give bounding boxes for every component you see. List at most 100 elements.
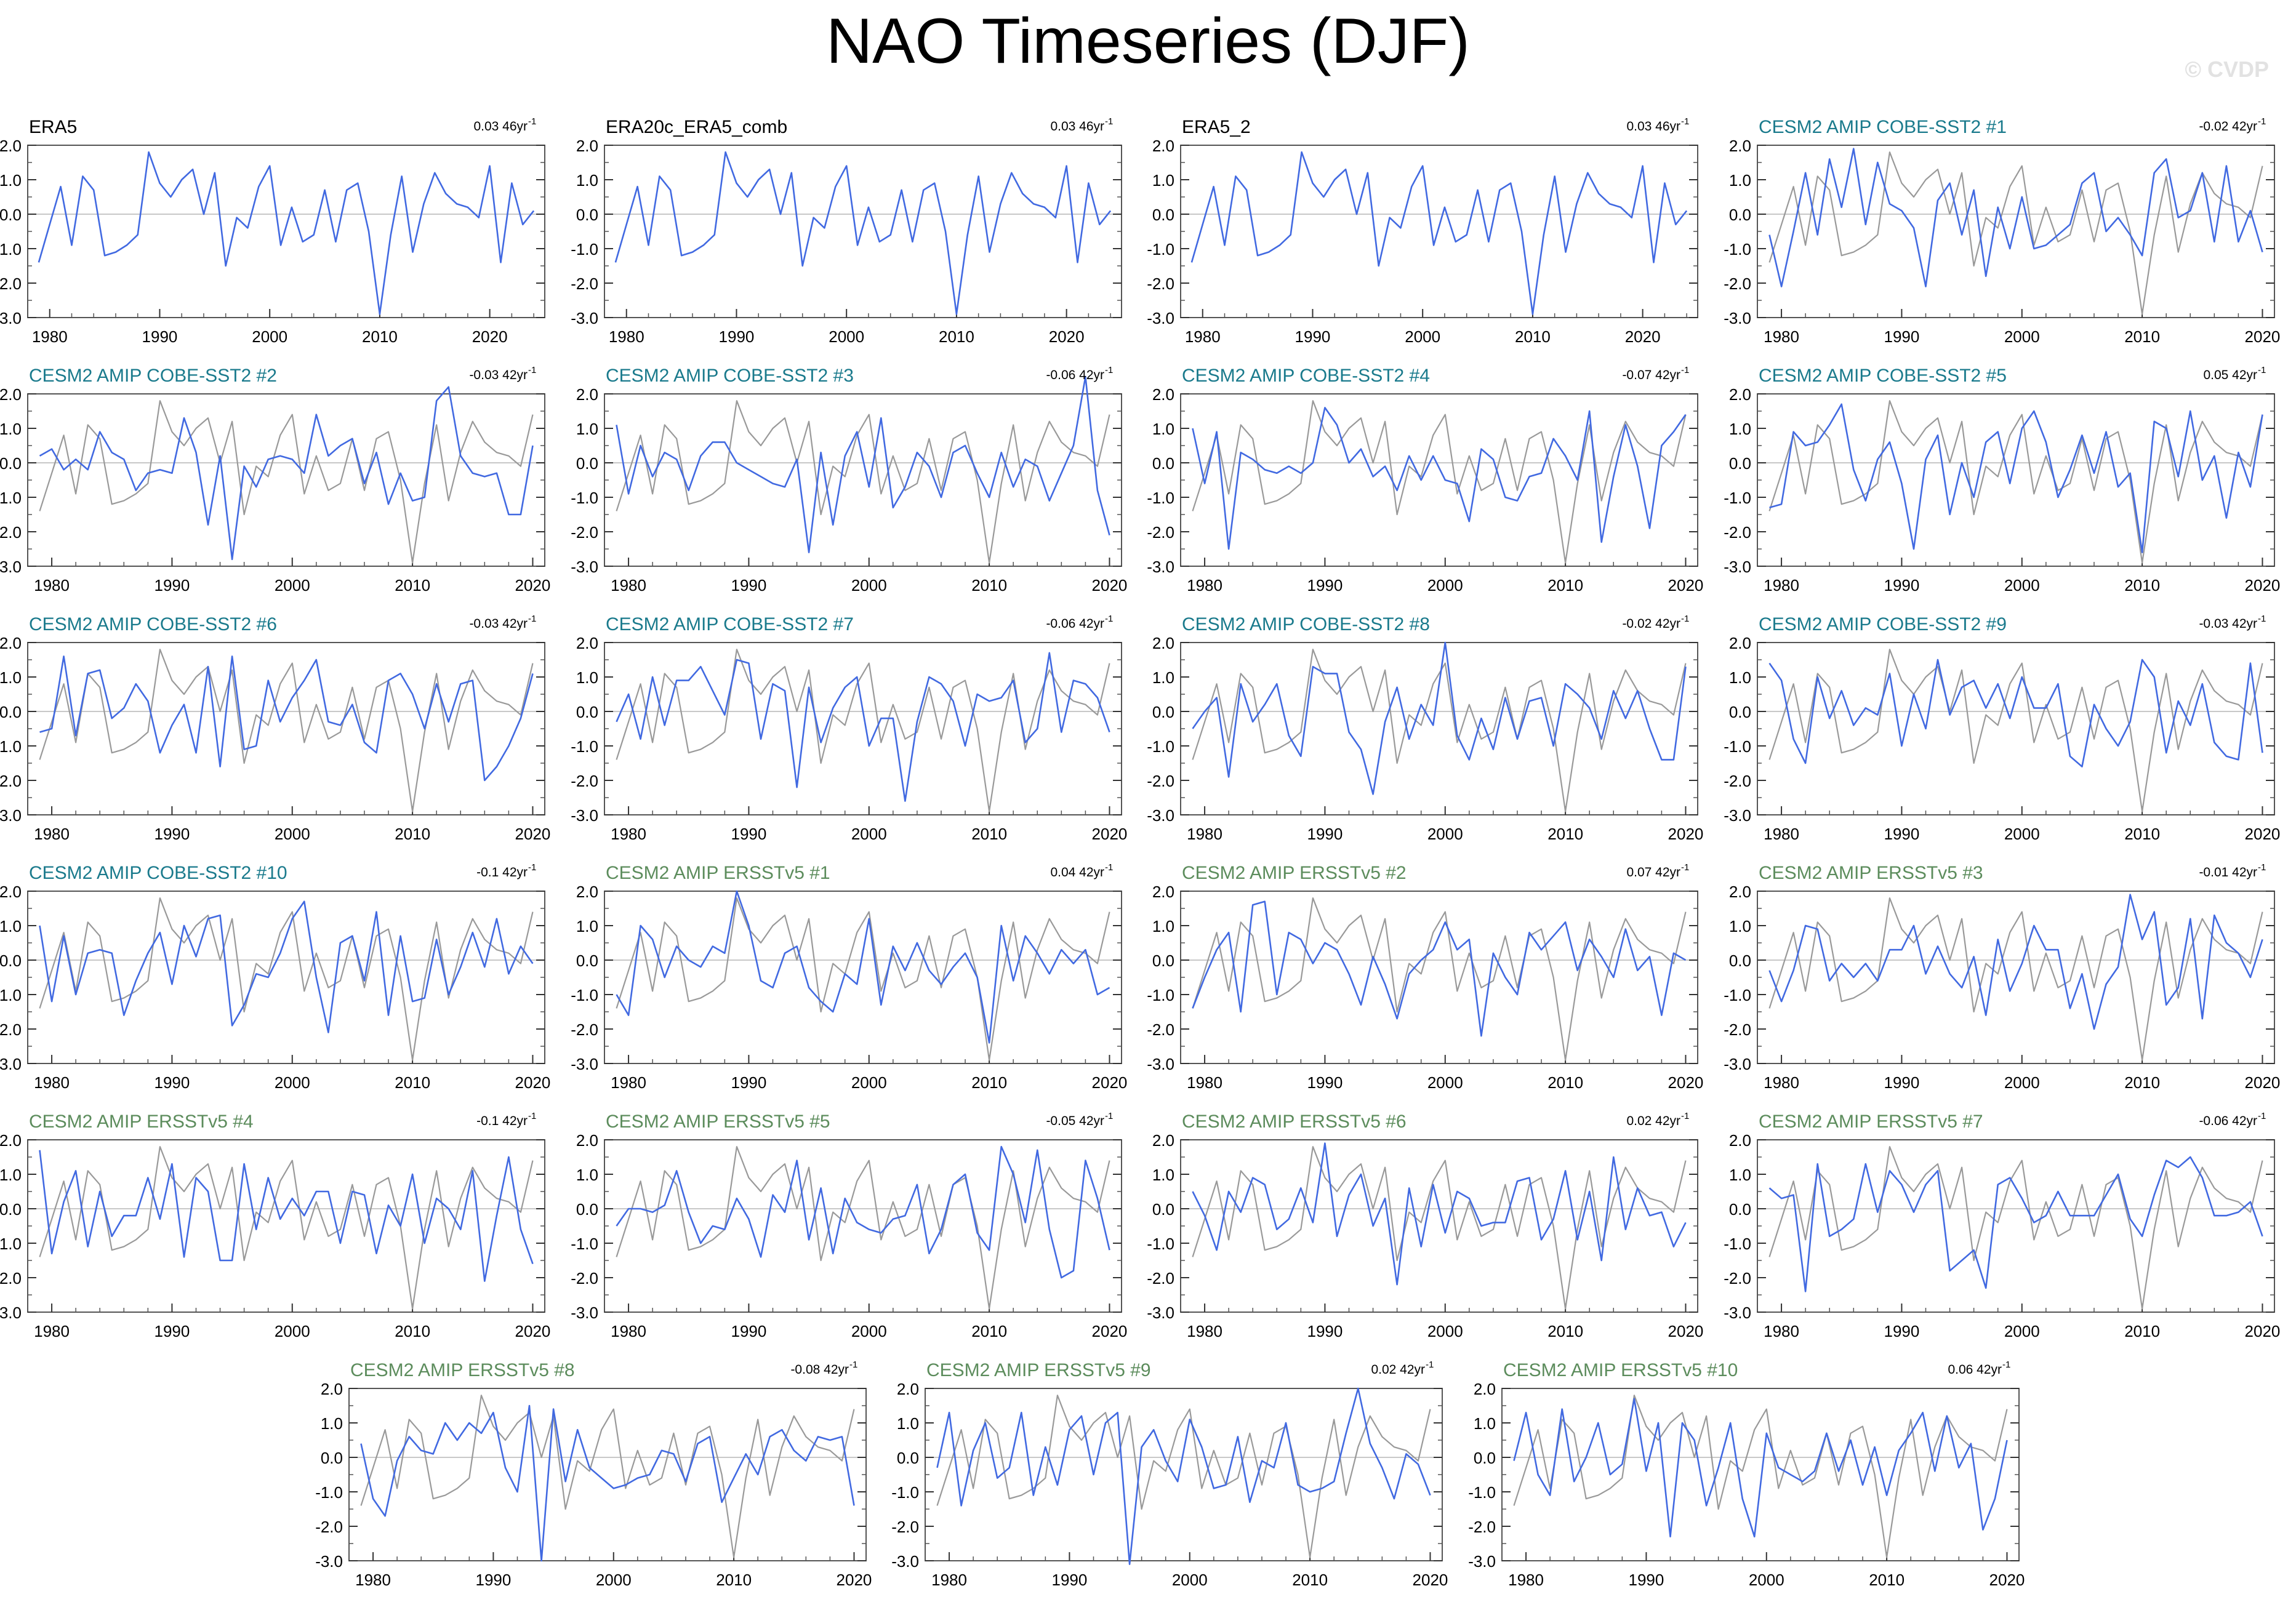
y-tick-label: -1.0 [1147,737,1174,756]
y-tick-label: 2.0 [576,137,598,155]
y-tick-label: 0.0 [1152,206,1174,224]
y-tick-label: -2.0 [1147,1020,1174,1039]
reference-series-line [616,897,1110,1061]
reference-series-line [616,1146,1110,1310]
y-tick-label: 2.0 [576,634,598,652]
y-tick-label: 0.0 [0,1200,22,1219]
y-tick-label: 2.0 [0,137,22,155]
trend-label: -0.03 42yr [469,617,528,631]
x-tick-label: 2020 [1092,576,1128,595]
reference-series-line [1192,649,1687,812]
y-tick-label: 2.0 [576,1131,598,1150]
panel-title: CESM2 AMIP ERSSTv5 #3 [1759,863,1983,883]
panel: -3.0 -2.0 -1.0 0.0 1.0 2.0 1980 1990 2000 2010 202… [1147,862,1703,1092]
plot-frame [1180,393,1698,567]
plot-frame [1180,145,1698,318]
x-tick-label: 1990 [1884,825,1919,843]
x-tick-label: 1990 [731,825,766,843]
trend-exponent: -1 [2258,116,2266,127]
trend-label: -0.02 42yr [1622,617,1680,631]
y-tick-label: -2.0 [1724,274,1751,293]
y-tick-label: -1.0 [1147,1235,1174,1253]
trend-label: -0.03 42yr [469,368,528,382]
x-tick-label: 1980 [1764,1073,1799,1092]
y-tick-label: -2.0 [1724,523,1751,542]
y-tick-label: -1.0 [315,1483,343,1502]
trend-exponent: -1 [528,1111,536,1121]
y-tick-label: 0.0 [576,951,598,970]
x-tick-label: 2000 [1172,1571,1208,1589]
trend-exponent: -1 [1681,116,1689,127]
panel: -3.0 -2.0 -1.0 0.0 1.0 2.0 1980 1990 2000 2010 202… [0,862,550,1092]
y-tick-label: 1.0 [576,668,598,687]
y-tick-label: 1.0 [1729,420,1751,438]
panel-title: CESM2 AMIP ERSSTv5 #5 [606,1111,830,1132]
trend-label: 0.04 42yr [1050,865,1104,879]
trend-exponent: -1 [528,365,536,375]
y-tick-label: -1.0 [891,1483,919,1502]
panel: -3.0 -2.0 -1.0 0.0 1.0 2.0 1980 1990 2000 2010 202… [1724,116,2280,346]
y-tick-label: -2.0 [0,523,22,542]
x-tick-label: 1990 [1307,576,1343,595]
trend-label: -0.01 42yr [2199,865,2257,879]
y-tick-label: 0.0 [1729,206,1751,224]
x-tick-label: 2010 [939,327,974,346]
series-line [1768,1156,2263,1292]
x-tick-label: 2000 [2004,1322,2040,1340]
panel-title: CESM2 AMIP ERSSTv5 #6 [1182,1111,1407,1132]
trend-label: 0.07 42yr [1626,865,1680,879]
y-tick-label: 1.0 [0,420,22,438]
x-tick-label: 2000 [851,1322,887,1340]
panel: -3.0 -2.0 -1.0 0.0 1.0 2.0 1980 1990 2000 2010 202… [1724,1111,2280,1340]
y-tick-label: 0.0 [1729,951,1751,970]
reference-series-line [39,400,534,564]
reference-series-line [1192,897,1687,1061]
y-tick-label: -3.0 [1724,1055,1751,1073]
x-tick-label: 2020 [837,1571,872,1589]
x-tick-label: 2010 [1547,825,1583,843]
x-tick-label: 2010 [1547,1322,1583,1340]
y-tick-label: 2.0 [1729,1131,1751,1150]
y-tick-label: 2.0 [1152,634,1174,652]
y-tick-label: 1.0 [1152,917,1174,935]
trend-exponent: -1 [1426,1360,1434,1370]
y-tick-label: 2.0 [1474,1380,1496,1398]
y-tick-label: -1.0 [1468,1483,1496,1502]
series-line [1192,900,1687,1037]
y-tick-label: 0.0 [1729,454,1751,473]
x-tick-label: 2020 [1049,327,1085,346]
x-tick-label: 2020 [1668,1322,1704,1340]
x-tick-label: 2000 [2004,1073,2040,1092]
trend-label: -0.08 42yr [790,1363,849,1377]
x-tick-label: 1980 [1187,576,1222,595]
y-tick-label: 0.0 [0,951,22,970]
y-tick-label: 1.0 [1729,171,1751,190]
x-tick-label: 2010 [2124,576,2160,595]
panel: -3.0 -2.0 -1.0 0.0 1.0 2.0 1980 1990 2000 2010 202… [1147,116,1698,346]
trend-label: -0.07 42yr [1622,368,1680,382]
series-line [616,890,1110,1044]
plot-frame [1501,1388,2020,1561]
series-line [39,900,534,1033]
y-tick-label: -3.0 [1724,806,1751,825]
trend-label: 0.06 42yr [1948,1363,2002,1377]
y-tick-label: 0.0 [1152,1200,1174,1219]
y-tick-label: 1.0 [1474,1414,1496,1433]
x-tick-label: 2010 [2124,1073,2160,1092]
x-tick-label: 2010 [395,1322,430,1340]
trend-exponent: -1 [528,862,536,873]
y-tick-label: -3.0 [571,1055,598,1073]
y-tick-label: 2.0 [897,1380,919,1398]
y-tick-label: 0.0 [1152,454,1174,473]
panel: -3.0 -2.0 -1.0 0.0 1.0 2.0 1980 1990 2000 2010 202… [571,365,1127,595]
y-tick-label: 1.0 [1152,420,1174,438]
plot-frame [604,891,1122,1064]
x-tick-label: 1980 [611,825,646,843]
trend-exponent: -1 [1681,1111,1689,1121]
y-tick-label: -1.0 [1724,240,1751,258]
y-tick-label: -1.0 [0,1235,22,1253]
panel-title: CESM2 AMIP COBE-SST2 #5 [1759,366,2007,386]
x-tick-label: 2020 [2245,576,2281,595]
x-tick-label: 1980 [611,1073,646,1092]
x-tick-label: 2010 [395,576,430,595]
